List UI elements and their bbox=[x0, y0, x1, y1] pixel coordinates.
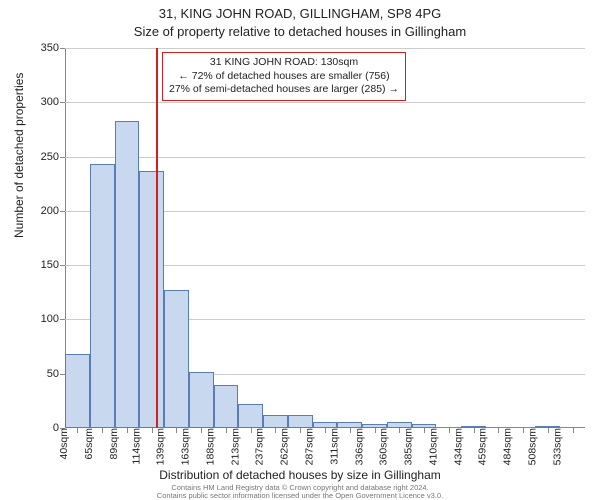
chart-title-desc: Size of property relative to detached ho… bbox=[0, 24, 600, 39]
y-tick-label: 300 bbox=[41, 96, 65, 108]
x-tick-label: 40sqm bbox=[53, 428, 71, 460]
plot-area: 05010015020025030035040sqm65sqm89sqm114s… bbox=[65, 48, 585, 428]
x-axis-label: Distribution of detached houses by size … bbox=[0, 468, 600, 482]
histogram-bar bbox=[214, 385, 239, 428]
gridline bbox=[65, 102, 585, 103]
x-tick-label: 434sqm bbox=[446, 428, 464, 465]
gridline bbox=[65, 157, 585, 158]
annotation-line: 31 KING JOHN ROAD: 130sqm bbox=[169, 56, 399, 70]
histogram-bar bbox=[164, 290, 189, 428]
histogram-bar bbox=[90, 164, 115, 428]
x-tick bbox=[573, 428, 574, 433]
x-tick-label: 336sqm bbox=[347, 428, 365, 465]
x-tick-label: 287sqm bbox=[297, 428, 315, 465]
x-tick-label: 410sqm bbox=[421, 428, 439, 465]
histogram-bar bbox=[263, 415, 288, 428]
annotation-box: 31 KING JOHN ROAD: 130sqm← 72% of detach… bbox=[162, 52, 406, 101]
x-tick-label: 484sqm bbox=[495, 428, 513, 465]
x-tick-label: 89sqm bbox=[102, 428, 120, 460]
footnote-line2: Contains public sector information licen… bbox=[157, 491, 443, 500]
x-tick-label: 533sqm bbox=[545, 428, 563, 465]
histogram-bar bbox=[238, 404, 263, 428]
y-tick-label: 150 bbox=[41, 259, 65, 271]
x-tick-label: 508sqm bbox=[520, 428, 538, 465]
x-tick-label: 459sqm bbox=[471, 428, 489, 465]
x-tick-label: 213sqm bbox=[223, 428, 241, 465]
histogram-bar bbox=[189, 372, 214, 428]
y-tick-label: 50 bbox=[47, 368, 65, 380]
histogram-bar bbox=[115, 121, 140, 428]
x-tick-label: 65sqm bbox=[77, 428, 95, 460]
x-tick-label: 237sqm bbox=[248, 428, 266, 465]
x-tick-label: 262sqm bbox=[273, 428, 291, 465]
chart-title-address: 31, KING JOHN ROAD, GILLINGHAM, SP8 4PG bbox=[0, 6, 600, 21]
x-tick-label: 311sqm bbox=[322, 428, 340, 465]
footnote: Contains HM Land Registry data © Crown c… bbox=[0, 484, 600, 500]
annotation-line: ← 72% of detached houses are smaller (75… bbox=[169, 70, 399, 84]
histogram-bar bbox=[288, 415, 313, 428]
y-tick-label: 250 bbox=[41, 151, 65, 163]
x-tick-label: 360sqm bbox=[372, 428, 390, 465]
histogram-bar bbox=[139, 171, 164, 428]
x-tick-label: 114sqm bbox=[124, 428, 142, 465]
y-tick-label: 200 bbox=[41, 205, 65, 217]
property-marker-line bbox=[156, 48, 158, 428]
y-axis-label: Number of detached properties bbox=[12, 73, 26, 238]
gridline bbox=[65, 48, 585, 49]
annotation-line: 27% of semi-detached houses are larger (… bbox=[169, 83, 399, 97]
x-tick-label: 385sqm bbox=[396, 428, 414, 465]
x-tick-label: 163sqm bbox=[174, 428, 192, 465]
x-tick-label: 188sqm bbox=[198, 428, 216, 465]
x-tick-label: 139sqm bbox=[149, 428, 167, 465]
y-tick-label: 350 bbox=[41, 42, 65, 54]
y-tick-label: 100 bbox=[41, 313, 65, 325]
chart-container: 31, KING JOHN ROAD, GILLINGHAM, SP8 4PG … bbox=[0, 0, 600, 500]
histogram-bar bbox=[65, 354, 90, 428]
